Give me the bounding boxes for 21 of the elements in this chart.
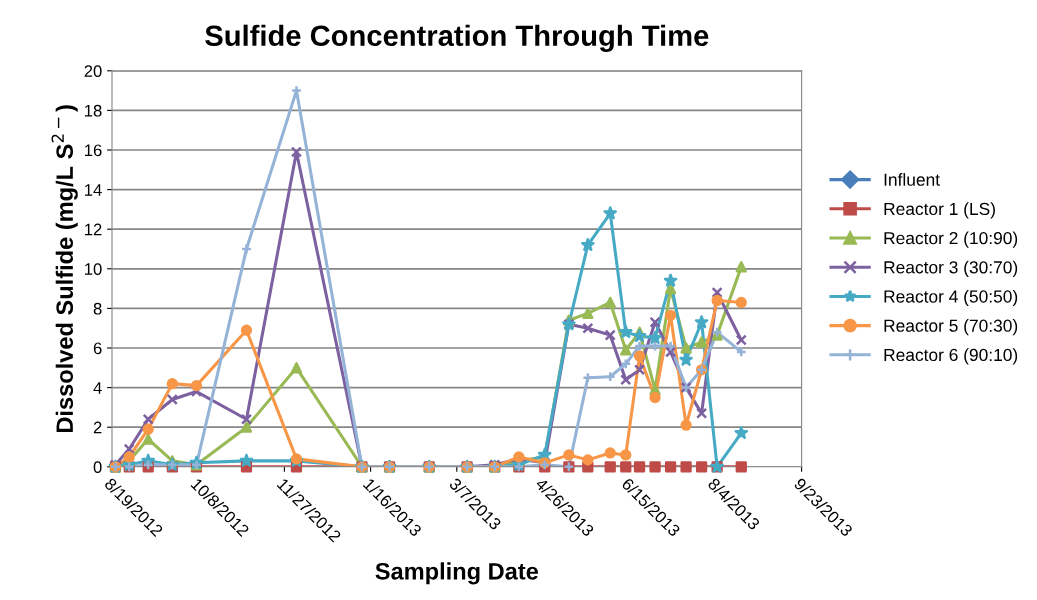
legend-label: Reactor 6 (90:10) [884, 348, 1018, 365]
y-tick-label: 0 [93, 461, 102, 473]
y-tick-label: 2 [93, 421, 102, 434]
y-tick-label: 14 [85, 184, 102, 196]
legend-label: Influent [884, 173, 940, 186]
legend-label: Reactor 3 (30:70) [884, 260, 1018, 277]
y-tick-label: 16 [85, 144, 102, 157]
y-tick-label: 12 [85, 223, 102, 236]
y-tick-label: 8 [93, 302, 102, 315]
legend-label: Reactor 4 (50:50) [884, 289, 1018, 307]
legend-label: Reactor 2 (10:90) [884, 231, 1018, 248]
legend-label: Reactor 5 (70:30) [884, 319, 1018, 336]
y-tick-label: 20 [84, 65, 102, 77]
x-axis-title: Sampling Date [375, 562, 538, 585]
y-tick-label: 4 [93, 382, 102, 394]
y-tick-label: 18 [85, 104, 102, 117]
legend-label: Reactor 1 (LS) [884, 202, 995, 219]
y-tick-label: 6 [93, 342, 102, 355]
y-axis-title: Dissolved Sulfide (mg/L S$^{2−}$) [51, 105, 78, 433]
chart-title: Sulfide Concentration Through Time [205, 24, 709, 52]
y-tick-label: 10 [85, 263, 102, 275]
